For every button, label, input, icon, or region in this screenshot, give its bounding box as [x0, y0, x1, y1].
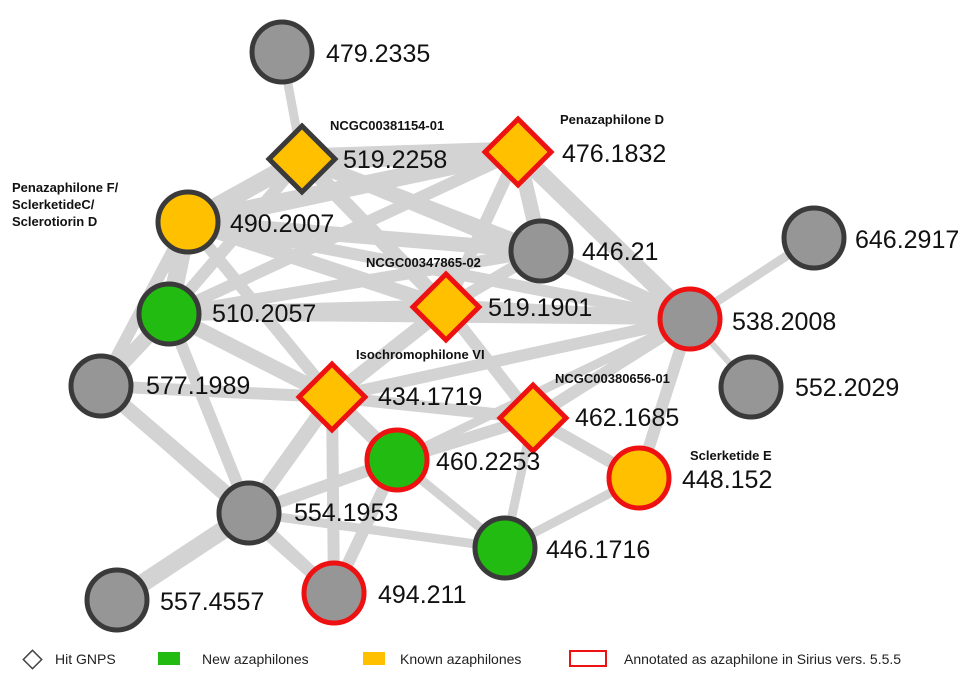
node-mz-label: 479.2335 — [326, 40, 430, 68]
node-n646-circle[interactable] — [781, 205, 847, 271]
edge-n538-n434 — [326, 313, 696, 403]
node-n476-diamond[interactable] — [481, 115, 555, 189]
compound-name-label: Isochromophilone VI — [356, 347, 485, 362]
node-mz-label: 448.152 — [682, 466, 772, 494]
edge-n434-n462 — [326, 391, 539, 424]
edge-n476-n538 — [509, 143, 699, 328]
node-n462-diamond[interactable] — [496, 381, 570, 455]
edge-n490-n446_21 — [180, 214, 549, 259]
compound-name-line: Sclerketide E — [690, 448, 772, 463]
compound-name-label: Penazaphilone D — [560, 112, 664, 127]
node-mz-label: 434.1719 — [378, 383, 482, 411]
node-n538-circle[interactable] — [657, 286, 723, 352]
legend-yellow-swatch — [363, 652, 385, 665]
node-mz-label: 554.1953 — [294, 499, 398, 527]
node-mz-label: 557.4557 — [160, 588, 264, 616]
compound-name-line: SclerketideC/ — [12, 197, 95, 212]
node-mz-label: 462.1685 — [575, 404, 679, 432]
edge-n510-n554 — [163, 308, 255, 519]
compound-name-label: NCGC00347865-02 — [366, 255, 481, 270]
compound-name-line: Isochromophilone VI — [356, 347, 485, 362]
edge-n538-n460 — [392, 314, 695, 465]
node-mz-label: 538.2008 — [732, 308, 836, 336]
node-n519_1901-diamond[interactable] — [409, 270, 483, 344]
node-n479-circle[interactable] — [249, 19, 315, 85]
node-mz-label: 577.1989 — [146, 372, 250, 400]
node-layer — [68, 19, 847, 633]
node-mz-label: 446.21 — [582, 238, 658, 266]
legend: Hit GNPS New azaphilones Known azaphilon… — [22, 649, 901, 670]
legend-label-hit-gnps: Hit GNPS — [55, 651, 116, 667]
node-mz-label: 646.2917 — [855, 226, 959, 254]
edge-n554-n446_17 — [244, 508, 510, 553]
node-n490-circle[interactable] — [155, 189, 221, 255]
edge-n476-n519_1901 — [440, 146, 524, 313]
compound-name-label: Sclerketide E — [690, 448, 772, 463]
compound-name-line: Sclerotiorin D — [12, 214, 97, 229]
compound-name-line: NCGC00381154-01 — [330, 118, 444, 133]
node-n554-circle[interactable] — [216, 480, 282, 546]
node-n510-circle[interactable] — [136, 281, 202, 347]
compound-name-line: NCGC00380656-01 — [555, 371, 670, 386]
node-n446_17-circle[interactable] — [472, 515, 538, 581]
node-mz-label: 494.211 — [378, 581, 467, 609]
node-mz-label: 552.2029 — [795, 374, 899, 402]
compound-name-label: NCGC00380656-01 — [555, 371, 670, 386]
legend-label-new: New azaphilones — [202, 651, 309, 667]
node-n519_2258-diamond[interactable] — [265, 122, 339, 196]
node-mz-label: 490.2007 — [230, 210, 334, 238]
node-mz-label: 519.1901 — [488, 294, 592, 322]
edge-n476-n490 — [179, 143, 527, 231]
node-mz-label: 476.1832 — [562, 140, 666, 168]
node-n552-circle[interactable] — [718, 354, 784, 420]
compound-name-line: Penazaphilone F/ — [12, 180, 119, 195]
compound-name-line: NCGC00347865-02 — [366, 255, 481, 270]
legend-diamond-icon — [22, 649, 43, 670]
node-n446_21-circle[interactable] — [508, 218, 574, 284]
node-n434-diamond[interactable] — [295, 360, 369, 434]
node-mz-label: 446.1716 — [546, 536, 650, 564]
node-mz-label: 519.2258 — [343, 146, 447, 174]
node-n460-circle[interactable] — [364, 427, 430, 493]
node-n557-circle[interactable] — [84, 567, 150, 633]
node-mz-label: 460.2253 — [436, 448, 540, 476]
node-mz-label: 510.2057 — [212, 300, 316, 328]
legend-label-known: Known azaphilones — [400, 651, 521, 667]
edge-n446_21-n510 — [163, 245, 547, 320]
legend-label-annotated: Annotated as azaphilone in Sirius vers. … — [624, 651, 901, 667]
compound-name-label: NCGC00381154-01 — [330, 118, 444, 133]
edge-n519_1901-n538 — [438, 299, 698, 327]
node-n577-circle[interactable] — [68, 353, 134, 419]
node-n448-circle[interactable] — [606, 445, 672, 511]
compound-name-label: Penazaphilone F/SclerketideC/Sclerotiori… — [12, 180, 119, 229]
compound-name-line: Penazaphilone D — [560, 112, 664, 127]
legend-green-swatch — [158, 652, 180, 665]
edge-n577-n434 — [95, 380, 338, 403]
label-layer: 479.2335 519.2258 NCGC00381154-01 476.1832 P… — [12, 40, 959, 616]
node-n494-circle[interactable] — [301, 560, 367, 626]
legend-red-outline-swatch — [569, 650, 607, 667]
